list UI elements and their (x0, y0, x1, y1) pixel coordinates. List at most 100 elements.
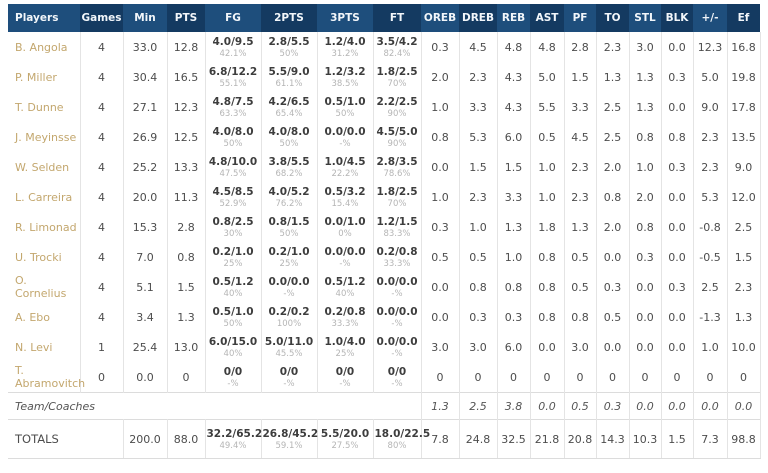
stat-cell: 0.0 (530, 392, 565, 420)
stat-cell: 4 (80, 122, 124, 152)
shooting-percentage: 50% (335, 108, 355, 119)
stat-cell: 0.0 (629, 332, 662, 362)
stat-cell: 9.0 (693, 92, 728, 122)
player-name-link[interactable]: O. Cornelius (8, 272, 81, 302)
stat-cell-shooting: 5.5/20.0 27.5% (317, 419, 374, 459)
table-row: A. Ebo 4 3.4 1.3 0.5/1.0 50% 0.2/0.2 100% 0.2/0.… (8, 302, 761, 332)
shooting-made-attempts: 26.8/45.2 (262, 427, 319, 440)
stat-cell: 0.5 (564, 392, 597, 420)
stat-cell: 6.0 (497, 332, 531, 362)
stat-cell: 4 (80, 152, 124, 182)
stat-cell: 30.4 (123, 62, 168, 92)
stat-cell: 3.0 (421, 332, 460, 362)
stat-cell-shooting: 0.0/0.0 -% (317, 122, 374, 152)
shooting-made-attempts: 0.5/1.0 (324, 95, 366, 108)
shooting-made-attempts: 0.2/0.8 (376, 245, 418, 258)
stat-cell-shooting: 0.2/1.0 25% (205, 242, 262, 272)
stat-cell: 0.3 (661, 272, 694, 302)
stat-cell: 2.0 (629, 182, 662, 212)
shooting-made-attempts: 4.0/9.5 (212, 35, 254, 48)
stat-cell: 88.0 (167, 419, 206, 459)
stat-cell-shooting: 0.0/1.0 0% (317, 212, 374, 242)
player-name-link[interactable]: J. Meyinsse (8, 122, 81, 152)
shooting-made-attempts: 0.5/1.0 (212, 305, 254, 318)
player-name-link[interactable]: W. Selden (8, 152, 81, 182)
player-name-link[interactable]: P. Miller (8, 62, 81, 92)
player-name-link[interactable]: T. Abramovitch (8, 362, 85, 393)
shooting-percentage: 25% (279, 258, 299, 269)
stat-cell: 0.3 (459, 302, 498, 332)
stat-cell: 0 (421, 362, 460, 393)
stat-cell: 12.8 (167, 32, 206, 62)
stat-cell: 16.5 (167, 62, 206, 92)
stat-cell: 14.3 (596, 419, 630, 459)
stat-cell: 4 (80, 62, 124, 92)
stat-cell: 1.5 (459, 152, 498, 182)
stat-cell: 0.5 (564, 242, 597, 272)
shooting-made-attempts: 0.0/0.0 (376, 335, 418, 348)
stat-cell: 12.3 (167, 92, 206, 122)
stat-cell: 0.3 (661, 62, 694, 92)
shooting-made-attempts: 4.2/6.5 (268, 95, 310, 108)
stat-cell: 4 (80, 92, 124, 122)
player-name-link[interactable]: L. Carreira (8, 182, 81, 212)
stat-cell: 1.0 (421, 182, 460, 212)
player-name-link[interactable]: B. Angola (8, 32, 81, 62)
shooting-percentage: 52.9% (219, 198, 247, 209)
shooting-percentage: 80% (387, 440, 407, 451)
stat-cell: 20.8 (564, 419, 597, 459)
stat-cell: 3.0 (459, 332, 498, 362)
player-name-link[interactable]: N. Levi (8, 332, 81, 362)
stat-cell: 0.0 (629, 272, 662, 302)
shooting-percentage: 15.4% (331, 198, 359, 209)
column-header-pm: +/- (693, 4, 727, 32)
stat-cell: 0.3 (421, 32, 460, 62)
stat-cell: 0 (596, 362, 630, 393)
stat-cell: 2.5 (596, 122, 630, 152)
column-header-p2: 2PTS (261, 4, 317, 32)
stat-cell-shooting: 5.0/11.0 45.5% (261, 332, 318, 362)
stat-cell: 17.8 (727, 92, 761, 122)
stat-cell: 2.5 (596, 92, 630, 122)
shooting-made-attempts: 5.5/9.0 (268, 65, 310, 78)
shooting-percentage: 42.1% (219, 48, 247, 59)
shooting-made-attempts: 0.0/0.0 (376, 275, 418, 288)
shooting-made-attempts: 4.0/8.0 (212, 125, 254, 138)
shooting-made-attempts: 0.2/0.2 (268, 305, 310, 318)
stat-cell: 20.0 (123, 182, 168, 212)
stat-cell: 0.0 (661, 32, 694, 62)
shooting-percentage: 90% (387, 138, 407, 149)
stat-cell: 4 (80, 272, 124, 302)
shooting-made-attempts: 0.5/1.2 (212, 275, 254, 288)
player-name-link[interactable]: R. Limonad (8, 212, 81, 242)
shooting-made-attempts: 6.8/12.2 (208, 65, 258, 78)
player-name-link[interactable]: U. Trocki (8, 242, 81, 272)
shooting-percentage: 70% (387, 78, 407, 89)
stat-cell: 0.0 (661, 242, 694, 272)
stat-cell-shooting: 0.0/0.0 -% (373, 302, 422, 332)
stat-cell: 0.5 (459, 242, 498, 272)
shooting-made-attempts: 0.5/3.2 (324, 185, 366, 198)
shooting-percentage: -% (391, 378, 403, 389)
stat-cell: 11.3 (167, 182, 206, 212)
player-name-link[interactable]: T. Dunne (8, 92, 81, 122)
shooting-made-attempts: 0/0 (223, 365, 243, 378)
column-header-p3: 3PTS (317, 4, 373, 32)
shooting-made-attempts: 1.8/2.5 (376, 65, 418, 78)
stat-cell: 5.0 (693, 62, 728, 92)
shooting-made-attempts: 0.0/0.0 (324, 245, 366, 258)
shooting-percentage: 50% (279, 228, 299, 239)
stat-cell: 3.3 (459, 92, 498, 122)
stat-cell-shooting: 0.2/0.8 33.3% (317, 302, 374, 332)
player-name-link[interactable]: A. Ebo (8, 302, 81, 332)
stat-cell: 0.0 (421, 302, 460, 332)
shooting-percentage: 50% (279, 138, 299, 149)
stat-cell: 0.5 (564, 272, 597, 302)
stat-cell-shooting: 0.0/0.0 -% (373, 272, 422, 302)
stat-cell: 33.0 (123, 32, 168, 62)
stat-cell: -0.8 (693, 212, 728, 242)
stat-cell: 0.3 (596, 272, 630, 302)
stat-cell-shooting: 1.2/4.0 31.2% (317, 32, 374, 62)
stat-cell: 2.0 (421, 62, 460, 92)
stat-cell: 1.3 (564, 212, 597, 242)
